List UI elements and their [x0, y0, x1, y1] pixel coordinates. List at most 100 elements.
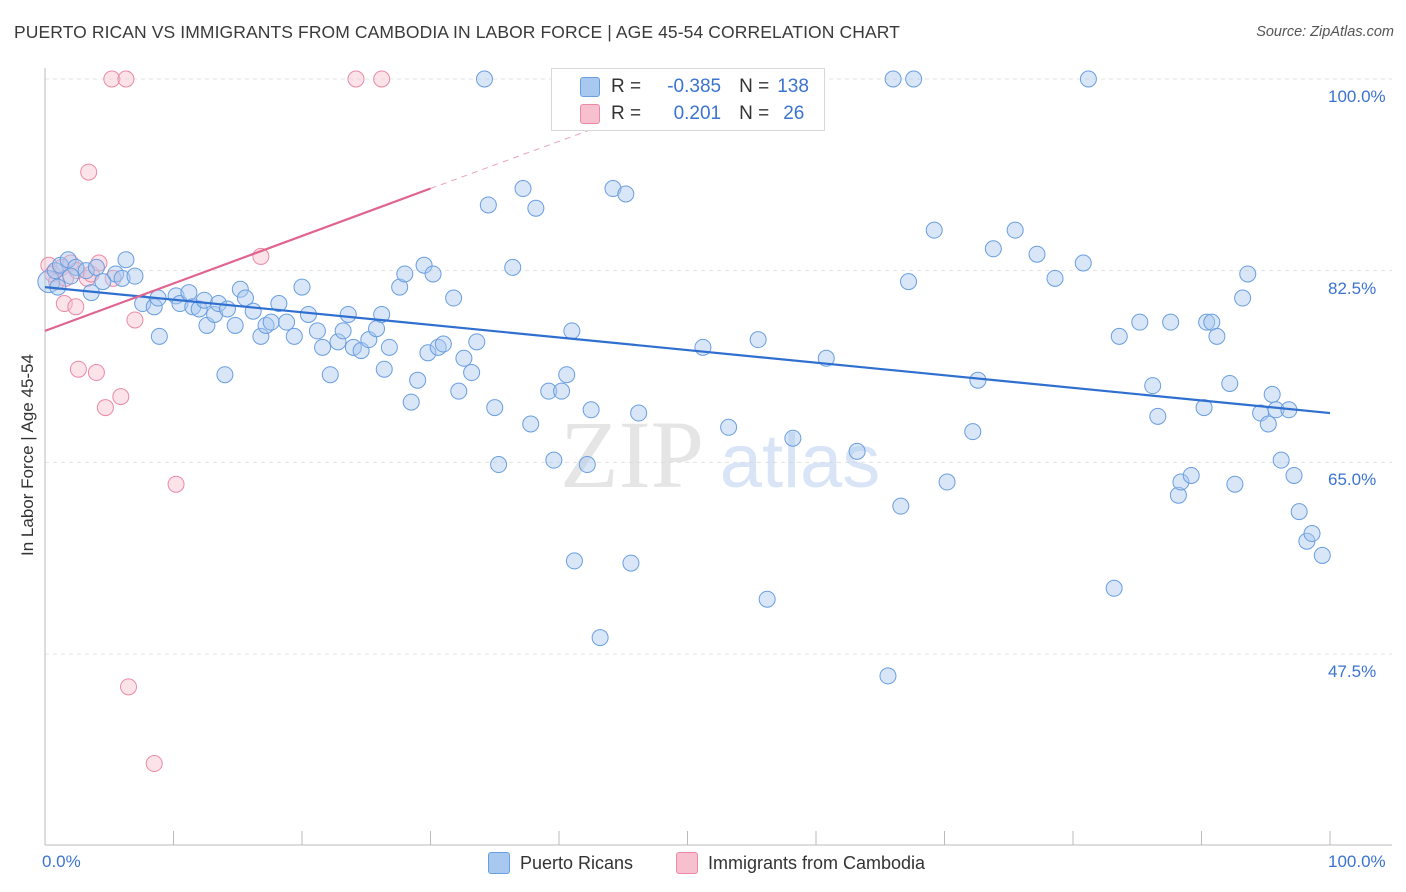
puerto-rican-point	[308, 322, 326, 340]
puerto-rican-point	[504, 258, 522, 276]
y-tick-label: 82.5%	[1328, 278, 1377, 298]
legend-swatch-blue	[488, 852, 510, 874]
puerto-rican-point	[375, 360, 393, 378]
stats-legend: R = -0.385 N = 138 R = 0.201 N = 26	[551, 68, 825, 131]
puerto-rican-point	[591, 629, 609, 647]
puerto-rican-point	[1110, 327, 1128, 345]
puerto-rican-point	[445, 289, 463, 307]
legend-n-label: N =	[739, 103, 770, 124]
puerto-rican-point	[206, 305, 224, 323]
puerto-rican-point	[479, 196, 497, 214]
cambodia-trendline-extension	[430, 126, 598, 189]
puerto-rican-point	[1303, 525, 1321, 543]
y-tick-label: 47.5%	[1328, 662, 1377, 681]
puerto-rican-point	[925, 221, 943, 239]
puerto-rican-point	[900, 273, 918, 291]
legend-swatch-pink	[580, 104, 600, 124]
cambodia-point	[120, 678, 138, 696]
legend-item-cambodia[interactable]: Immigrants from Cambodia	[676, 852, 925, 874]
puerto-rican-point	[563, 322, 581, 340]
legend-r-value: 0.201	[673, 103, 722, 124]
puerto-rican-point	[1198, 313, 1216, 331]
puerto-rican-point	[450, 382, 468, 400]
puerto-rican-point	[329, 333, 347, 351]
puerto-rican-point	[334, 322, 352, 340]
puerto-rican-point	[1182, 466, 1200, 484]
puerto-rican-point	[396, 265, 414, 283]
puerto-rican-point	[373, 305, 391, 323]
puerto-rican-point	[514, 180, 532, 198]
puerto-rican-point	[434, 335, 452, 353]
cambodia-point	[347, 70, 365, 88]
cambodia-point	[117, 70, 135, 88]
chart-title: PUERTO RICAN VS IMMIGRANTS FROM CAMBODIA…	[14, 22, 900, 42]
puerto-rican-point	[380, 338, 398, 356]
puerto-rican-point	[285, 327, 303, 345]
puerto-rican-trendline	[44, 286, 1331, 415]
puerto-rican-point	[1267, 401, 1285, 419]
puerto-rican-point	[1131, 313, 1149, 331]
puerto-rican-point	[463, 364, 481, 382]
legend-row-puerto-ricans: R = -0.385 N = 138	[552, 74, 809, 100]
puerto-rican-point	[490, 456, 508, 474]
puerto-rican-point	[1272, 451, 1290, 469]
puerto-rican-point	[368, 320, 386, 338]
puerto-rican-point	[216, 366, 234, 384]
legend-n-value: 26	[783, 103, 805, 124]
puerto-rican-point	[475, 70, 493, 88]
puerto-rican-point	[784, 429, 802, 447]
legend-r-label: R =	[611, 103, 642, 124]
axis-layer	[44, 68, 1392, 846]
puerto-rican-point	[758, 590, 776, 608]
puerto-rican-point	[1172, 473, 1190, 491]
puerto-rican-point	[409, 371, 427, 389]
puerto-rican-point	[67, 258, 85, 276]
puerto-rican-point	[113, 269, 131, 287]
puerto-rican-point	[257, 316, 275, 334]
puerto-rican-point	[419, 344, 437, 362]
y-tick-label: 65.0%	[1328, 470, 1377, 490]
trend-lines	[44, 126, 1331, 415]
x-tick-label-min: 0.0%	[42, 852, 81, 871]
grid-layer	[45, 78, 1392, 655]
puerto-rican-point	[278, 313, 296, 331]
cambodia-point	[69, 360, 87, 378]
puerto-rican-point	[1234, 289, 1252, 307]
puerto-rican-point	[1259, 415, 1277, 433]
puerto-rican-point	[402, 393, 420, 411]
puerto-rican-point	[1074, 254, 1092, 272]
puerto-rican-point	[522, 415, 540, 433]
puerto-rican-point	[1028, 245, 1046, 263]
puerto-rican-point	[1195, 399, 1213, 417]
puerto-rican-point	[117, 251, 135, 269]
legend-item-puerto-ricans[interactable]: Puerto Ricans	[488, 852, 633, 874]
cambodia-point	[67, 298, 85, 316]
legend-label-cambodia: Immigrants from Cambodia	[708, 852, 926, 873]
puerto-rican-point	[468, 333, 486, 351]
x-tick-label-max: 100.0%	[1328, 852, 1386, 871]
puerto-rican-point	[314, 338, 332, 356]
puerto-rican-point	[415, 256, 433, 274]
puerto-rican-point	[1239, 265, 1257, 283]
puerto-rican-points	[37, 70, 1331, 685]
puerto-rican-point	[1079, 70, 1097, 88]
legend-row-cambodia: R = 0.201 N = 26	[552, 101, 804, 127]
puerto-rican-point	[1263, 385, 1281, 403]
cambodia-point	[103, 70, 121, 88]
puerto-rican-point	[180, 284, 198, 302]
puerto-rican-point	[195, 291, 213, 309]
puerto-rican-point	[1221, 374, 1239, 392]
cambodia-point	[167, 475, 185, 493]
puerto-rican-point	[424, 265, 442, 283]
puerto-rican-point	[231, 280, 249, 298]
puerto-rican-point	[1006, 221, 1024, 239]
cambodia-point	[373, 70, 391, 88]
legend-swatch-pink	[676, 852, 698, 874]
watermark: ZIP atlas	[560, 401, 880, 508]
cambodia-point	[90, 254, 108, 272]
puerto-rican-point	[1169, 486, 1187, 504]
puerto-rican-point	[553, 382, 571, 400]
puerto-rican-point	[617, 185, 635, 203]
cambodia-point	[104, 269, 122, 287]
